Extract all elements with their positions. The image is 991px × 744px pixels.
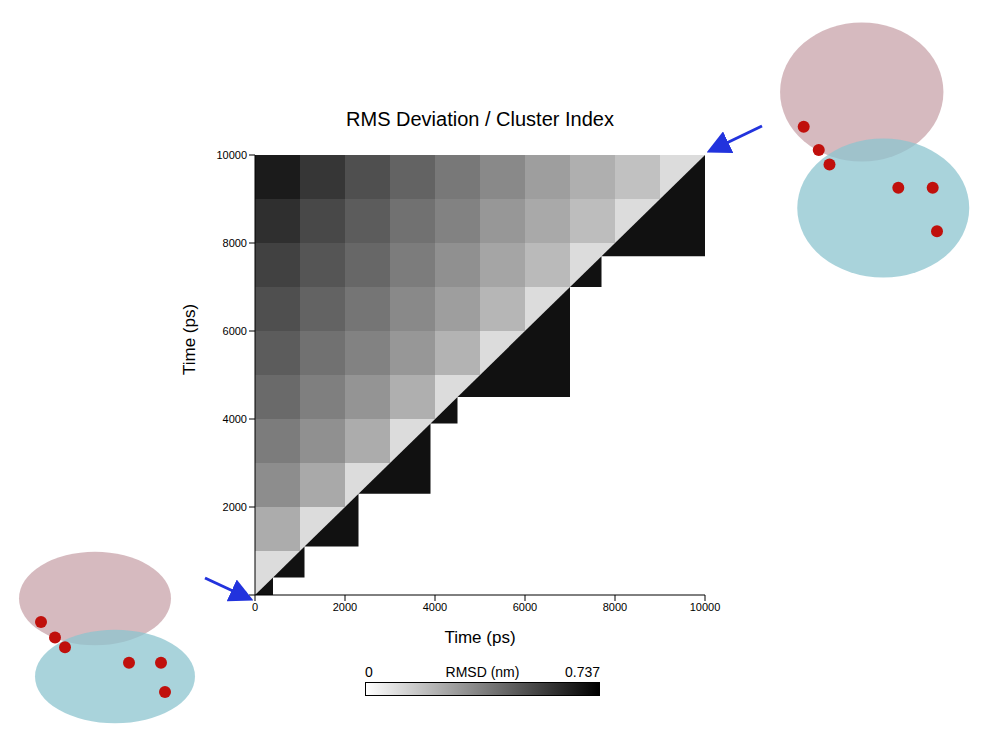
html-text:RMSD (nm): RMSD (nm) bbox=[445, 664, 520, 680]
svg-text:2000: 2000 bbox=[333, 601, 357, 613]
svg-text:10000: 10000 bbox=[690, 601, 721, 613]
html-text:0: 0 bbox=[365, 664, 373, 680]
svg-text:4000: 4000 bbox=[423, 601, 447, 613]
svg-text:8000: 8000 bbox=[603, 601, 627, 613]
svg-text:Time (ps): Time (ps) bbox=[444, 628, 515, 647]
svg-text:4000: 4000 bbox=[223, 413, 247, 425]
svg-text:0: 0 bbox=[252, 601, 258, 613]
svg-text:Time (ps): Time (ps) bbox=[180, 304, 199, 375]
html-text:RMS Deviation / Cluster Index: RMS Deviation / Cluster Index bbox=[346, 108, 614, 130]
svg-text:0: 0 bbox=[240, 588, 247, 601]
svg-text:10000: 10000 bbox=[216, 149, 247, 161]
svg-text:6000: 6000 bbox=[513, 601, 537, 613]
svg-text:2000: 2000 bbox=[223, 501, 247, 513]
svg-text:6000: 6000 bbox=[223, 325, 247, 337]
svg-text:8000: 8000 bbox=[223, 237, 247, 249]
html-text:0.737: 0.737 bbox=[565, 664, 600, 680]
